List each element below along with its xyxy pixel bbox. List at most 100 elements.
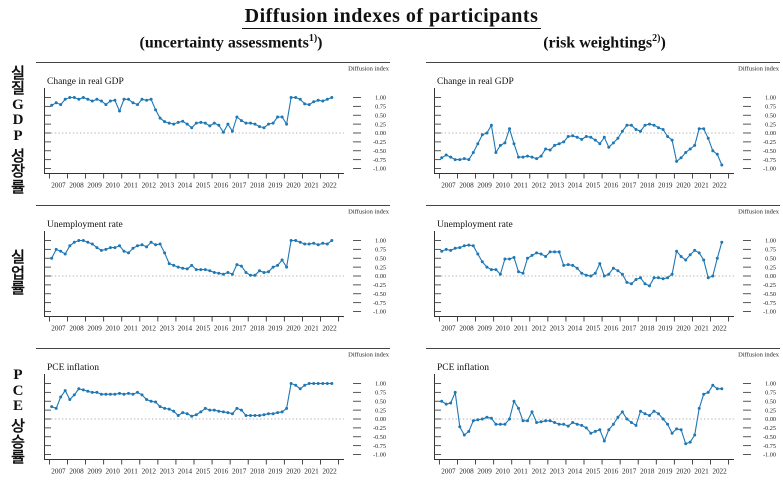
- data-point: [72, 96, 76, 99]
- data-point: [720, 163, 724, 167]
- x-tick-label: 2016: [604, 182, 619, 190]
- data-point: [321, 241, 325, 245]
- data-point: [575, 422, 579, 426]
- data-point: [530, 253, 534, 257]
- data-point: [194, 268, 198, 272]
- x-tick-label: 2020: [676, 325, 691, 333]
- y-tick-label: -1.00: [373, 166, 386, 173]
- data-point: [571, 421, 575, 424]
- data-point: [280, 258, 284, 262]
- data-point: [639, 276, 642, 280]
- data-point: [702, 258, 706, 262]
- x-tick-label: 2012: [142, 468, 157, 476]
- data-point: [72, 393, 76, 397]
- data-point: [476, 252, 480, 256]
- data-point: [59, 249, 63, 253]
- y-tick-label: -0.75: [763, 300, 776, 307]
- data-point: [620, 410, 624, 414]
- x-tick-label: 2021: [694, 182, 709, 190]
- data-point: [607, 145, 611, 149]
- y-axis-unit-label: Diffusion index: [348, 209, 390, 216]
- data-point: [262, 413, 266, 417]
- data-point: [203, 406, 207, 410]
- data-point: [485, 265, 489, 269]
- data-point: [625, 280, 629, 284]
- data-point: [316, 243, 320, 247]
- data-point: [185, 412, 189, 416]
- y-tick-label: -0.50: [763, 148, 776, 155]
- data-point: [715, 152, 719, 156]
- data-point: [108, 392, 112, 396]
- data-point: [86, 389, 90, 393]
- data-point: [485, 415, 489, 419]
- data-point: [634, 423, 638, 427]
- data-point: [127, 391, 130, 395]
- data-point: [684, 258, 688, 262]
- data-point: [458, 425, 462, 429]
- x-tick-label: 2012: [532, 325, 547, 333]
- data-point: [217, 409, 221, 413]
- x-tick-label: 2008: [69, 182, 84, 190]
- data-point: [629, 123, 633, 127]
- data-point: [145, 398, 149, 401]
- x-tick-label: 2021: [694, 468, 709, 476]
- data-point: [512, 399, 516, 403]
- y-tick-label: -1.00: [373, 309, 386, 316]
- data-point: [611, 141, 615, 145]
- data-point: [294, 239, 298, 242]
- x-tick-label: 2008: [69, 468, 84, 476]
- data-point: [312, 100, 316, 104]
- data-point: [77, 97, 81, 101]
- data-point: [253, 273, 257, 277]
- data-point: [449, 155, 453, 159]
- data-point: [611, 266, 615, 270]
- x-tick-label: 2014: [178, 468, 193, 476]
- data-point: [285, 406, 289, 410]
- data-point: [607, 428, 611, 432]
- data-point: [321, 99, 325, 103]
- data-point: [122, 392, 126, 396]
- data-point: [194, 413, 198, 417]
- data-point: [476, 142, 480, 146]
- data-point: [140, 97, 144, 101]
- data-point: [720, 387, 724, 391]
- data-point: [108, 246, 112, 250]
- y-tick-label: 0.50: [765, 112, 776, 119]
- data-point: [449, 401, 453, 405]
- data-point: [598, 262, 602, 266]
- data-point: [688, 440, 692, 444]
- data-point: [63, 97, 67, 101]
- data-point: [285, 265, 289, 269]
- y-tick-label: 0.75: [375, 104, 386, 111]
- x-tick-label: 2010: [105, 182, 120, 190]
- data-point: [303, 102, 307, 106]
- data-point: [230, 129, 234, 133]
- x-tick-label: 2010: [105, 325, 120, 333]
- data-point: [140, 243, 144, 247]
- data-point: [99, 248, 103, 252]
- data-point: [59, 103, 63, 107]
- data-point: [104, 392, 108, 396]
- x-tick-label: 2021: [304, 468, 319, 476]
- x-tick-label: 2016: [604, 468, 619, 476]
- x-tick-label: 2011: [514, 325, 529, 333]
- data-point: [325, 242, 329, 246]
- data-point: [163, 120, 167, 124]
- data-point: [176, 414, 180, 417]
- data-point: [172, 263, 176, 267]
- data-point: [267, 412, 270, 416]
- y-tick-label: -0.25: [373, 425, 386, 432]
- data-point: [298, 97, 302, 101]
- data-point: [136, 390, 139, 394]
- data-point: [140, 393, 144, 397]
- y-tick-label: -0.75: [373, 300, 386, 307]
- data-point: [616, 269, 620, 273]
- data-point: [226, 271, 230, 274]
- data-point: [629, 282, 633, 286]
- x-tick-label: 2015: [196, 468, 211, 476]
- data-point: [176, 120, 180, 124]
- data-point: [584, 426, 588, 430]
- data-point: [580, 271, 584, 275]
- x-tick-label: 2022: [322, 325, 337, 333]
